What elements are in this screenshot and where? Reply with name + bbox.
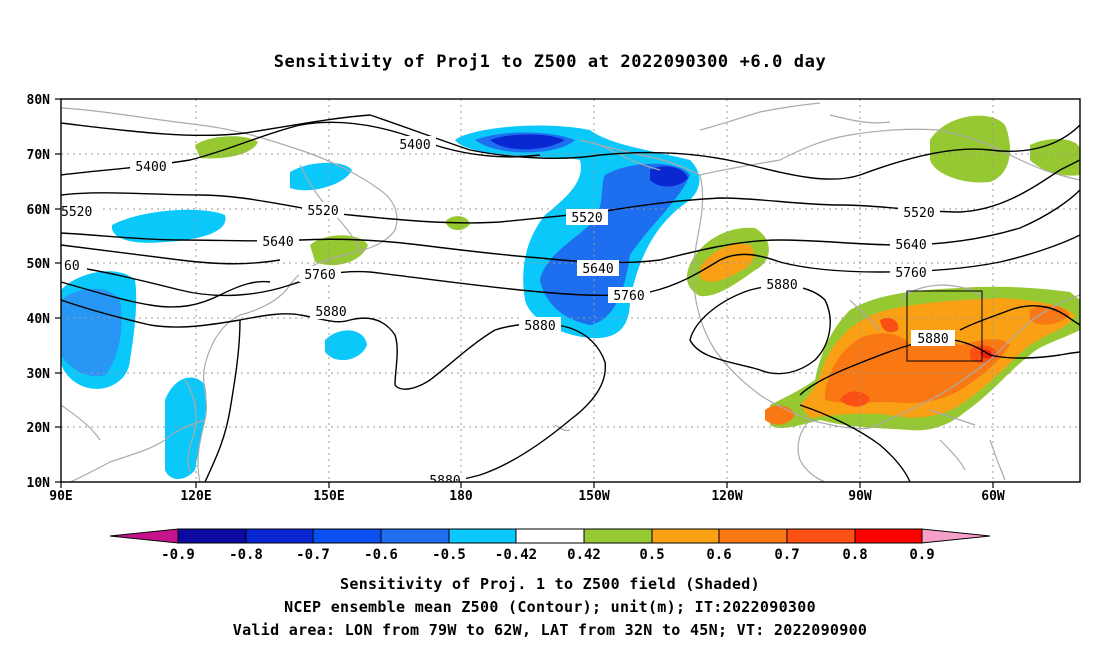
colorbar-upper-arrow xyxy=(921,528,991,544)
lon-tick-label: 120W xyxy=(711,489,742,504)
contour-label: 5760 xyxy=(613,289,644,304)
shade-cyan-siberia xyxy=(111,162,352,243)
colorbar-label: 0.6 xyxy=(706,547,731,563)
sensitivity-shading xyxy=(61,115,1080,479)
colorbar: -0.9 -0.8 -0.7 -0.6 -0.5 -0.42 0.42 0.5 … xyxy=(109,528,991,563)
shade-blue-dark-pacific xyxy=(490,134,688,187)
lat-tick-label: 10N xyxy=(27,476,51,491)
contour-label: 5880 xyxy=(917,332,948,347)
lat-tick-label: 60N xyxy=(27,203,51,218)
colorbar-label: 0.8 xyxy=(842,547,867,563)
lat-tick-label: 50N xyxy=(27,257,51,272)
lat-axis-labels: 80N 70N 60N 50N 40N 30N 20N 10N xyxy=(27,93,51,491)
lon-axis-labels: 90E 120E 150E 180 150W 120W 90W 60W xyxy=(49,489,1005,504)
lon-tick-label: 150E xyxy=(313,489,344,504)
contour-label: 5520 xyxy=(571,211,602,226)
contour-label: 5520 xyxy=(307,204,338,219)
shade-green-4 xyxy=(930,115,1080,183)
lat-tick-label: 80N xyxy=(27,93,51,108)
contour-label-layer: 5400 5400 5520 5520 5520 5520 5640 5640 … xyxy=(61,136,955,489)
contour-label: 5520 xyxy=(903,206,934,221)
colorbar-label: 0.9 xyxy=(909,547,934,563)
colorbar-segment xyxy=(245,528,314,544)
colorbar-segment xyxy=(854,528,923,544)
contour-label: 5640 xyxy=(895,238,926,253)
contour-5760-b xyxy=(61,280,271,308)
contour-label: 5880 xyxy=(524,319,555,334)
colorbar-segment xyxy=(651,528,720,544)
lat-tick-label: 40N xyxy=(27,312,51,327)
colorbar-lower-arrow xyxy=(109,528,179,544)
colorbar-segment xyxy=(177,528,247,544)
colorbar-segment xyxy=(583,528,653,544)
colorbar-label: 0.5 xyxy=(639,547,664,563)
contour-label: 5880 xyxy=(766,278,797,293)
lon-tick-label: 150W xyxy=(578,489,609,504)
contour-label: 5400 xyxy=(135,160,166,175)
figure-title: Sensitivity of Proj1 to Z500 at 20220903… xyxy=(274,52,827,72)
colorbar-label: 0.7 xyxy=(774,547,799,563)
lat-tick-label: 20N xyxy=(27,421,51,436)
colorbar-label: -0.5 xyxy=(432,547,466,563)
contour-5400 xyxy=(61,114,1080,180)
colorbar-label: -0.9 xyxy=(161,547,195,563)
colorbar-label: -0.8 xyxy=(229,547,263,563)
contour-5880-west xyxy=(204,319,241,482)
colorbar-segment xyxy=(515,528,585,544)
shade-cyan-south-asia xyxy=(165,330,367,479)
shade-red-atlantic xyxy=(840,318,998,407)
contour-5640-b xyxy=(61,244,281,265)
shade-blue-pacific xyxy=(475,132,690,325)
colorbar-label: 0.42 xyxy=(567,547,601,563)
valid-area-box xyxy=(906,290,983,362)
contour-label: 5880 xyxy=(315,305,346,320)
shade-orange2-atlantic xyxy=(825,305,1070,404)
shade-green-1 xyxy=(195,136,258,159)
map-panel: 5400 5400 5520 5520 5520 5520 5640 5640 … xyxy=(27,93,1081,504)
contour-5880-namerica xyxy=(689,285,831,375)
colorbar-label: -0.42 xyxy=(495,547,537,563)
colorbar-segment xyxy=(786,528,856,544)
contour-label: 5760 xyxy=(895,266,926,281)
colorbar-segment xyxy=(380,528,450,544)
colorbar-segment xyxy=(718,528,788,544)
coastlines xyxy=(61,102,1080,482)
contour-label: 5760 xyxy=(304,268,335,283)
contour-5880-atlantic-b xyxy=(959,305,1080,331)
lat-tick-label: 30N xyxy=(27,367,51,382)
caption-line-1: Sensitivity of Proj. 1 to Z500 field (Sh… xyxy=(340,575,760,593)
caption: Sensitivity of Proj. 1 to Z500 field (Sh… xyxy=(233,575,868,639)
contour-label: 5640 xyxy=(262,235,293,250)
shade-blue-asia xyxy=(61,288,122,377)
colorbar-label: -0.7 xyxy=(296,547,330,563)
colorbar-label: -0.6 xyxy=(364,547,398,563)
lon-tick-label: 60W xyxy=(981,489,1005,504)
shade-red2-atlantic xyxy=(980,349,993,359)
contour-label: 5880 xyxy=(429,474,460,489)
shade-green-2 xyxy=(310,235,368,266)
lat-tick-label: 70N xyxy=(27,148,51,163)
contour-label: 5640 xyxy=(582,262,613,277)
lon-tick-label: 90W xyxy=(848,489,872,504)
lon-tick-label: 90E xyxy=(49,489,72,504)
contour-5520 xyxy=(61,159,1080,224)
contour-label: 60 xyxy=(64,259,80,274)
contour-label: 5400 xyxy=(399,138,430,153)
lon-tick-label: 120E xyxy=(180,489,211,504)
contour-5880-atlantic xyxy=(799,338,1080,396)
colorbar-segment xyxy=(312,528,382,544)
colorbar-segment xyxy=(448,528,517,544)
contour-5880-south xyxy=(799,404,911,482)
tick-marks xyxy=(55,98,994,488)
lon-tick-label: 180 xyxy=(449,489,473,504)
map-frame xyxy=(60,98,1081,483)
caption-line-3: Valid area: LON from 79W to 62W, LAT fro… xyxy=(233,621,868,639)
caption-line-2: NCEP ensemble mean Z500 (Contour); unit(… xyxy=(284,598,816,616)
contour-label: 5520 xyxy=(61,205,92,220)
